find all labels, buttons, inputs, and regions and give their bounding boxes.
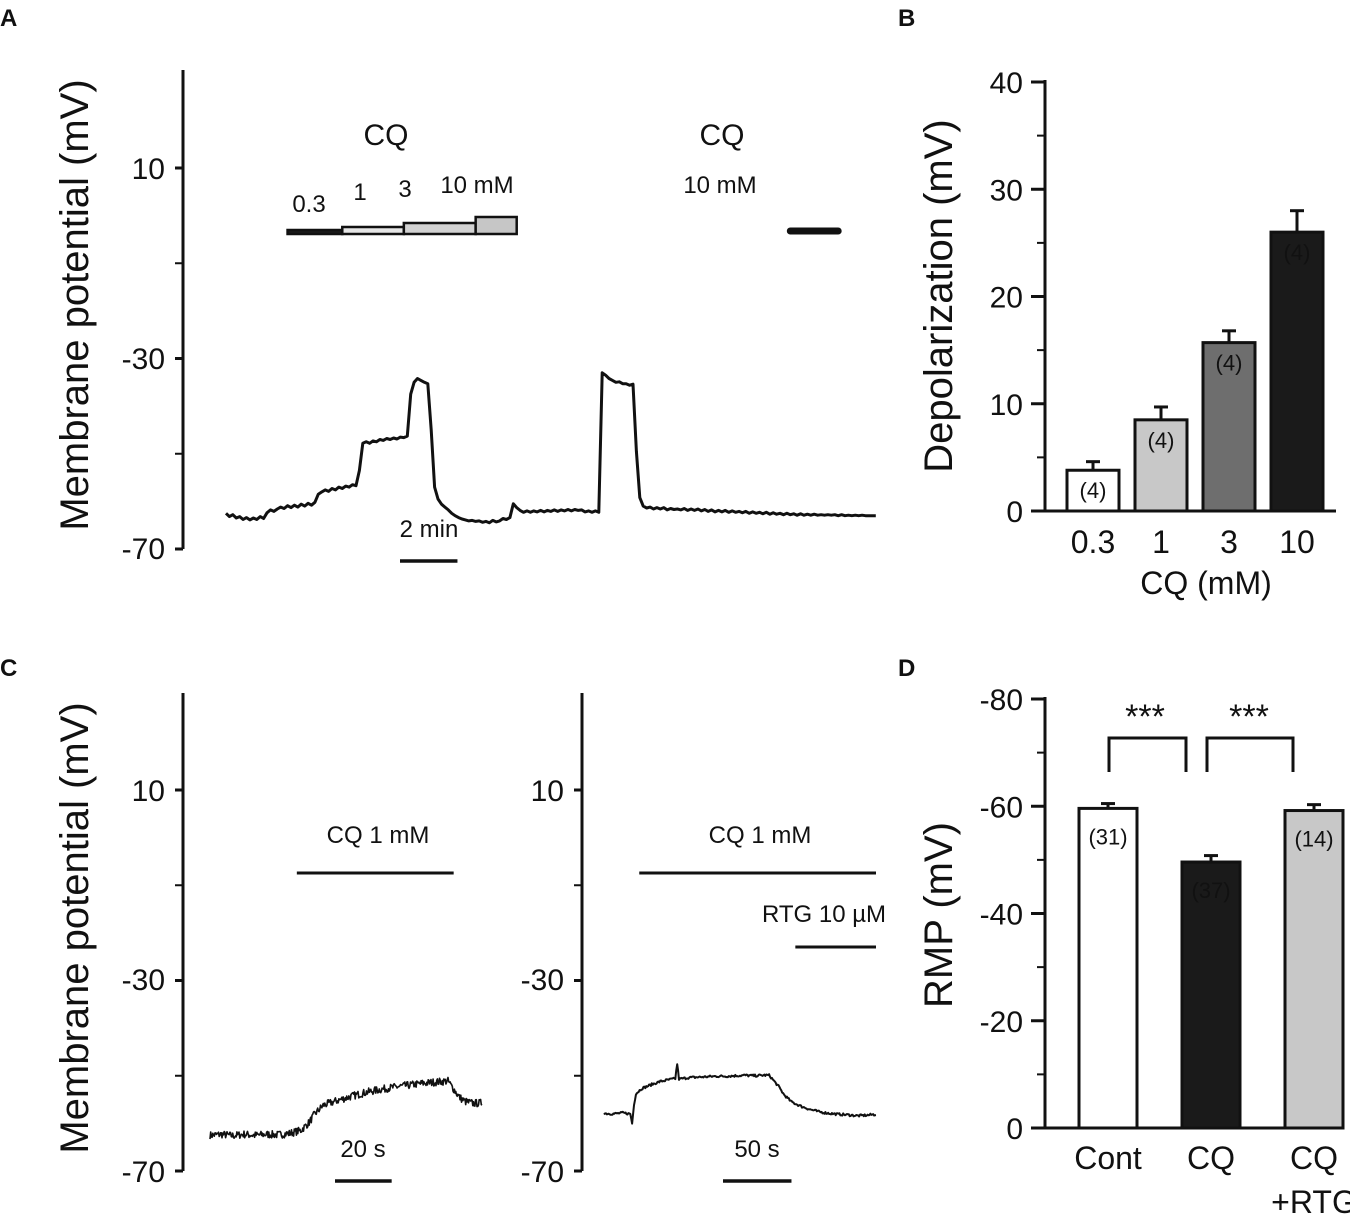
panel-b-bar	[1133, 418, 1189, 513]
panel-a-application-step	[341, 225, 406, 236]
panel-c-right-ytick-label: -70	[521, 1156, 564, 1189]
panel-c-left-drug-label: CQ 1 mM	[327, 822, 430, 849]
panel-d-category-label: CQ	[1187, 1140, 1235, 1176]
panel-a-conc-label: 1	[353, 179, 366, 206]
panel-d-y-axis-title: RMP (mV)	[917, 822, 961, 1008]
panel-b-category-label: 1	[1152, 524, 1170, 560]
panel-d-n-label: (37)	[1191, 878, 1230, 903]
panel-c-right-ytick-label: 10	[531, 775, 564, 808]
panel-a-conc-label: 0.3	[292, 191, 325, 218]
panel-b-category-label: 10	[1279, 524, 1315, 560]
panel-d-n-label: (31)	[1088, 824, 1127, 849]
panel-c-right-drug2-label: RTG 10 µM	[762, 901, 886, 928]
panel-b-category-label: 0.3	[1071, 524, 1115, 560]
panel-a: A Membrane potential (mV) 10 -30 -70 CQ …	[0, 5, 876, 566]
panel-b-ytick-label: 20	[990, 282, 1023, 315]
panel-c-left-ytick-label: -30	[122, 964, 165, 997]
panel-b-ytick-label: 30	[990, 174, 1023, 207]
panel-d-category-label: CQ	[1290, 1140, 1338, 1176]
panel-b-n-label: (4)	[1284, 240, 1311, 265]
panel-d-significance-left: ***	[1125, 698, 1165, 736]
panel-a-application-step	[474, 215, 518, 236]
panel-b-n-label: (4)	[1216, 351, 1243, 376]
panel-c-left-y-ticks	[175, 788, 183, 1173]
panel-b-category-label: 3	[1220, 524, 1238, 560]
panel-b-bars: (4) 0.3 (4) 1 (4) 3 (4) 10	[1065, 209, 1325, 560]
panel-d-letter: D	[898, 655, 915, 682]
panel-d-ytick-label: -20	[980, 1006, 1023, 1039]
panel-a-y-ticks	[175, 166, 183, 551]
panel-d-bars: (31) Cont (37) CQ (14) CQ +RTG	[1074, 802, 1350, 1219]
panel-d-ytick-label: -80	[980, 684, 1023, 717]
panel-a-concentration-staircase	[286, 215, 518, 236]
panel-a-conc-right: 10 mM	[683, 172, 756, 199]
panel-a-application-step	[402, 221, 477, 236]
panel-a-y-axis-title: Membrane potential (mV)	[53, 79, 97, 530]
panel-d-significance-brackets	[1107, 736, 1295, 772]
panel-a-ytick-label: -30	[122, 343, 165, 376]
panel-d-bracket	[1107, 736, 1188, 772]
panel-c-left-ytick-label: -70	[122, 1156, 165, 1189]
panel-a-voltage-trace	[224, 371, 876, 525]
panel-b-letter: B	[898, 5, 915, 32]
panel-a-application-step	[286, 228, 344, 236]
panel-d-bar	[1077, 806, 1139, 1130]
panel-d-bracket	[1205, 736, 1295, 772]
panel-d-category-label: Cont	[1074, 1140, 1142, 1176]
panel-b-ytick-label: 10	[990, 389, 1023, 422]
panel-c: C Membrane potential (mV) 10 -30 -70 CQ …	[0, 655, 886, 1189]
panel-d-category-label: +RTG	[1271, 1184, 1350, 1219]
panel-c-y-axis-title: Membrane potential (mV)	[53, 702, 97, 1153]
panel-a-cq-title-right: CQ	[700, 119, 745, 152]
panel-c-right-ytick-label: -30	[521, 964, 564, 997]
panel-d-ytick-label: -60	[980, 791, 1023, 824]
panel-d-bar	[1180, 860, 1242, 1130]
panel-b-ytick-label: 0	[1006, 496, 1023, 529]
panel-b-y-axis-title: Depolarization (mV)	[917, 119, 961, 472]
panel-d-ytick-label: -40	[980, 899, 1023, 932]
panel-a-letter: A	[0, 5, 17, 32]
panel-b-bar	[1201, 341, 1257, 513]
panel-a-scale-label: 2 min	[400, 516, 459, 543]
panel-d: D RMP (mV) 0-20-40-60-80 (31)Cont(37)CQ(…	[898, 655, 1350, 1219]
panel-c-left-scale-label: 20 s	[340, 1136, 385, 1163]
panel-a-cq-title-left: CQ	[364, 119, 409, 152]
panel-a-conc-label: 3	[398, 176, 411, 203]
panel-c-letter: C	[0, 655, 17, 682]
panel-d-ytick-label: 0	[1006, 1113, 1023, 1146]
panel-a-conc-label: 10 mM	[440, 172, 513, 199]
panel-b-n-label: (4)	[1148, 428, 1175, 453]
panel-b-n-label: (4)	[1080, 478, 1107, 503]
panel-c-left-ytick-label: 10	[132, 775, 165, 808]
panel-c-right-drug-label: CQ 1 mM	[709, 822, 812, 849]
panel-c-left-voltage-trace	[209, 1076, 483, 1140]
panel-d-axes: 0 -20 -40 -60 -80	[980, 684, 1336, 1146]
panel-c-right-scale-label: 50 s	[734, 1136, 779, 1163]
panel-b-ytick-label: 40	[990, 67, 1023, 100]
panel-b-bar	[1065, 468, 1121, 513]
panel-d-bar	[1283, 809, 1345, 1130]
panel-b-x-axis-title: CQ (mM)	[1140, 565, 1272, 601]
panel-c-right-voltage-trace	[603, 1063, 877, 1125]
panel-a-ytick-label: 10	[132, 153, 165, 186]
panel-c-right-y-ticks	[574, 788, 582, 1173]
panel-a-ytick-label: -70	[122, 533, 165, 566]
panel-d-n-label: (14)	[1294, 827, 1333, 852]
panel-b-bar	[1269, 230, 1325, 513]
panel-c-right-application-bars	[639, 871, 876, 949]
panel-d-significance-right: ***	[1229, 698, 1269, 736]
